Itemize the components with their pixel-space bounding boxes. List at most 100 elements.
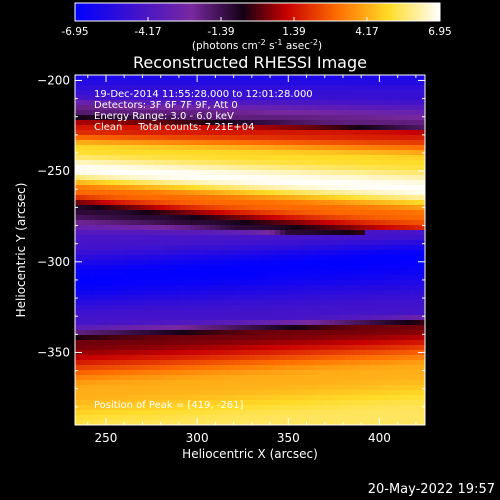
heatmap-cell xyxy=(260,410,266,416)
heatmap-cell xyxy=(110,395,116,401)
heatmap-cell xyxy=(180,180,186,186)
heatmap-cell xyxy=(170,170,176,176)
heatmap-cell xyxy=(290,275,296,281)
heatmap-cell xyxy=(410,360,416,366)
heatmap-cell xyxy=(250,285,256,291)
heatmap-cell xyxy=(120,360,126,366)
heatmap-cell xyxy=(325,295,331,301)
heatmap-cell xyxy=(380,75,386,81)
heatmap-cell xyxy=(75,135,81,141)
heatmap-cell xyxy=(230,120,236,126)
heatmap-cell xyxy=(350,275,356,281)
heatmap-cell xyxy=(195,270,201,276)
heatmap-cell xyxy=(275,85,281,91)
heatmap-cell xyxy=(225,300,231,306)
heatmap-cell xyxy=(380,210,386,216)
heatmap-cell xyxy=(350,290,356,296)
heatmap-cell xyxy=(125,400,131,406)
heatmap-cell xyxy=(225,265,231,271)
heatmap-cell xyxy=(220,310,226,316)
heatmap-cell xyxy=(390,420,396,425)
heatmap-cell xyxy=(270,330,276,336)
heatmap-cell xyxy=(80,145,86,151)
y-tick-label: −200 xyxy=(37,73,70,87)
heatmap-cell xyxy=(270,250,276,256)
heatmap-cell xyxy=(400,285,406,291)
heatmap-cell xyxy=(215,110,221,116)
heatmap-cell xyxy=(210,160,216,166)
heatmap-cell xyxy=(170,345,176,351)
heatmap-cell xyxy=(85,340,91,346)
heatmap-cell xyxy=(225,95,231,101)
heatmap-cell xyxy=(275,375,281,381)
heatmap-cell xyxy=(335,155,341,161)
heatmap-cell xyxy=(285,350,291,356)
heatmap-cell xyxy=(300,165,306,171)
heatmap-cell xyxy=(315,300,321,306)
heatmap-cell xyxy=(260,190,266,196)
heatmap-cell xyxy=(245,285,251,291)
heatmap-cell xyxy=(245,320,251,326)
heatmap-cell xyxy=(410,195,416,201)
heatmap-cell xyxy=(295,145,301,151)
heatmap-cell xyxy=(255,190,261,196)
heatmap-cell xyxy=(415,125,421,131)
heatmap-cell xyxy=(100,360,106,366)
heatmap-cell xyxy=(140,170,146,176)
heatmap-cell xyxy=(345,300,351,306)
heatmap-cell xyxy=(380,145,386,151)
heatmap-cell xyxy=(240,110,246,116)
heatmap-cell xyxy=(135,340,141,346)
heatmap-cell xyxy=(330,290,336,296)
heatmap-cell xyxy=(175,210,181,216)
heatmap-cell xyxy=(395,245,401,251)
heatmap-cell xyxy=(95,295,101,301)
heatmap-cell xyxy=(185,295,191,301)
heatmap-cell xyxy=(305,400,311,406)
heatmap-cell xyxy=(220,135,226,141)
heatmap-cell xyxy=(310,390,316,396)
heatmap-cell xyxy=(345,290,351,296)
heatmap-cell xyxy=(265,315,271,321)
heatmap-cell xyxy=(205,150,211,156)
heatmap-cell xyxy=(325,140,331,146)
heatmap-cell xyxy=(415,120,421,126)
heatmap-cell xyxy=(290,345,296,351)
heatmap-cell xyxy=(180,290,186,296)
heatmap-cell xyxy=(420,310,425,316)
heatmap-cell xyxy=(330,310,336,316)
heatmap-cell xyxy=(195,140,201,146)
heatmap-cell xyxy=(215,105,221,111)
heatmap-cell xyxy=(355,380,361,386)
heatmap-cell xyxy=(255,255,261,261)
heatmap-cell xyxy=(255,360,261,366)
heatmap-cell xyxy=(200,315,206,321)
heatmap-cell xyxy=(410,205,416,211)
heatmap-cell xyxy=(175,370,181,376)
heatmap-cell xyxy=(365,320,371,326)
heatmap-cell xyxy=(150,145,156,151)
heatmap-cell xyxy=(300,370,306,376)
heatmap-cell xyxy=(140,305,146,311)
heatmap-cell xyxy=(170,155,176,161)
heatmap-cell xyxy=(325,180,331,186)
heatmap-cell xyxy=(270,350,276,356)
heatmap-cell xyxy=(325,110,331,116)
heatmap-cell xyxy=(295,130,301,136)
heatmap-cell xyxy=(170,240,176,246)
heatmap-cell xyxy=(210,320,216,326)
heatmap-cell xyxy=(185,330,191,336)
heatmap-cell xyxy=(335,390,341,396)
heatmap-cell xyxy=(95,195,101,201)
heatmap-cell xyxy=(105,95,111,101)
heatmap-cell xyxy=(185,205,191,211)
heatmap-cell xyxy=(80,415,86,421)
colorbar-tick-label: -4.17 xyxy=(134,26,161,38)
heatmap-cell xyxy=(310,140,316,146)
heatmap-cell xyxy=(415,265,421,271)
heatmap-cell xyxy=(305,415,311,421)
heatmap-cell xyxy=(340,240,346,246)
heatmap-cell xyxy=(250,180,256,186)
heatmap-cell xyxy=(270,240,276,246)
heatmap-cell xyxy=(235,365,241,371)
